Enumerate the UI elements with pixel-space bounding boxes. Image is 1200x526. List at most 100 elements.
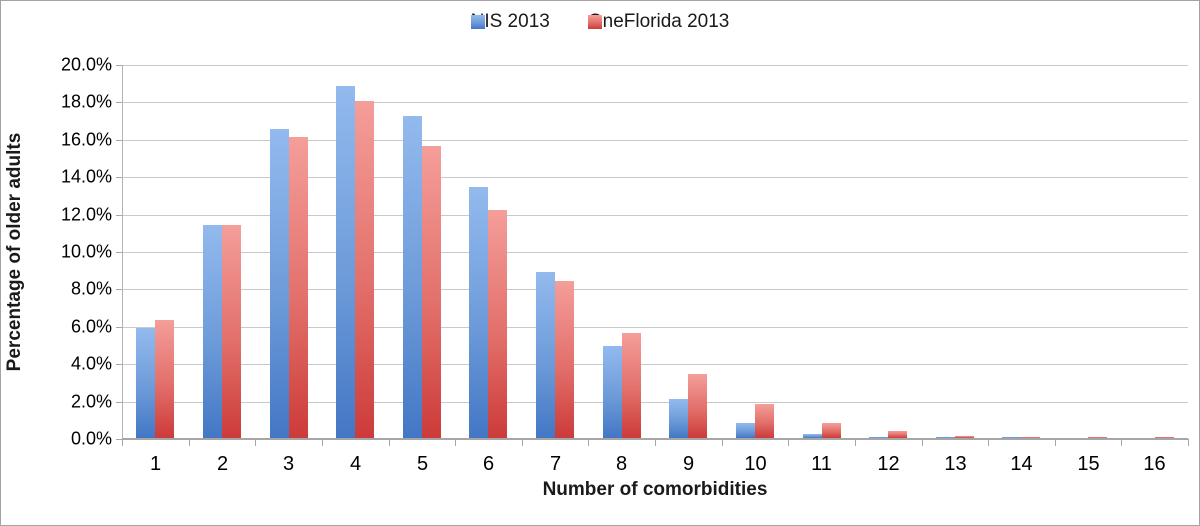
- x-tick-4: [389, 439, 390, 446]
- x-tick-15: [1121, 439, 1122, 446]
- x-axis-title: Number of comorbidities: [542, 479, 768, 500]
- x-tick-label-7: 7: [549, 453, 562, 475]
- bar-nis-2013-cat-2: [203, 225, 222, 438]
- x-tick-label-12: 12: [877, 453, 900, 475]
- x-tick-5: [455, 439, 456, 446]
- bar-oneflorida-2013-cat-10: [755, 404, 774, 438]
- bar-oneflorida-2013-cat-7: [555, 281, 574, 438]
- x-tick-label-6: 6: [482, 453, 495, 475]
- x-tick-10: [788, 439, 789, 446]
- gridline-2pct: [122, 402, 1188, 403]
- y-tick-10.0%: [116, 252, 122, 253]
- y-tick-label-8.0%: 8.0%: [70, 278, 112, 299]
- bar-oneflorida-2013-cat-3: [289, 137, 308, 438]
- y-tick-18.0%: [116, 102, 122, 103]
- y-tick-label-4.0%: 4.0%: [70, 353, 112, 374]
- y-tick-2.0%: [116, 402, 122, 403]
- y-tick-4.0%: [116, 364, 122, 365]
- x-tick-12: [922, 439, 923, 446]
- bar-nis-2013-cat-8: [603, 346, 622, 438]
- x-tick-label-9: 9: [682, 453, 695, 475]
- legend: NIS 2013 OneFlorida 2013: [1, 11, 1199, 33]
- x-tick-label-11: 11: [811, 453, 832, 475]
- y-tick-label-16.0%: 16.0%: [60, 129, 112, 150]
- gridline-4pct: [122, 364, 1188, 365]
- bar-oneflorida-2013-cat-5: [422, 146, 441, 438]
- y-tick-label-6.0%: 6.0%: [70, 316, 112, 337]
- x-tick-label-16: 16: [1143, 453, 1166, 475]
- y-tick-8.0%: [116, 289, 122, 290]
- x-tick-label-4: 4: [349, 453, 362, 475]
- x-tick-label-8: 8: [615, 453, 628, 475]
- bar-nis-2013-cat-4: [336, 86, 355, 438]
- bar-nis-2013-cat-3: [270, 129, 289, 438]
- x-tick-label-1: 1: [149, 453, 162, 475]
- y-axis-title: Percentage of older adults: [4, 132, 25, 372]
- gridline-16pct: [122, 140, 1188, 141]
- gridline-18pct: [122, 102, 1188, 103]
- bar-oneflorida-2013-cat-11: [822, 423, 841, 438]
- y-tick-16.0%: [116, 140, 122, 141]
- y-tick-label-14.0%: 14.0%: [60, 166, 112, 187]
- x-tick-16: [1188, 439, 1189, 446]
- x-tick-14: [1055, 439, 1056, 446]
- gridline-10pct: [122, 252, 1188, 253]
- x-tick-3: [322, 439, 323, 446]
- x-tick-11: [855, 439, 856, 446]
- x-tick-2: [255, 439, 256, 446]
- bar-oneflorida-2013-cat-12: [888, 431, 907, 438]
- bar-nis-2013-cat-13: [936, 437, 955, 438]
- bar-nis-2013-cat-6: [469, 187, 488, 438]
- x-tick-0: [122, 439, 123, 446]
- bar-nis-2013-cat-14: [1002, 437, 1021, 438]
- bar-nis-2013-cat-11: [803, 434, 822, 438]
- gridline-20pct: [122, 65, 1188, 66]
- x-tick-6: [522, 439, 523, 446]
- bar-nis-2013-cat-1: [136, 328, 155, 438]
- bar-nis-2013-cat-5: [403, 116, 422, 438]
- gridline-12pct: [122, 215, 1188, 216]
- y-tick-label-2.0%: 2.0%: [70, 391, 112, 412]
- x-tick-label-14: 14: [1010, 453, 1033, 475]
- legend-swatch-blue: [470, 15, 485, 29]
- y-tick-label-12.0%: 12.0%: [60, 204, 112, 225]
- x-tick-9: [722, 439, 723, 446]
- y-tick-6.0%: [116, 327, 122, 328]
- legend-swatch-red: [587, 15, 602, 29]
- y-tick-label-0.0%: 0.0%: [70, 428, 112, 449]
- x-tick-label-2: 2: [216, 453, 229, 475]
- y-tick-label-18.0%: 18.0%: [60, 91, 112, 112]
- y-axis-line: [122, 65, 123, 439]
- bar-oneflorida-2013-cat-4: [355, 101, 374, 438]
- y-tick-12.0%: [116, 215, 122, 216]
- x-tick-8: [655, 439, 656, 446]
- x-tick-label-13: 13: [944, 453, 967, 475]
- x-tick-label-10: 10: [744, 453, 767, 475]
- bar-oneflorida-2013-cat-16: [1155, 437, 1174, 438]
- bar-nis-2013-cat-9: [669, 399, 688, 438]
- y-tick-label-20.0%: 20.0%: [60, 54, 112, 75]
- bar-oneflorida-2013-cat-14: [1021, 437, 1040, 438]
- x-tick-13: [988, 439, 989, 446]
- legend-label-nis-2013: NIS 2013: [470, 11, 550, 32]
- bar-nis-2013-cat-7: [536, 272, 555, 438]
- bar-nis-2013-cat-10: [736, 423, 755, 438]
- x-tick-7: [588, 439, 589, 446]
- bar-oneflorida-2013-cat-6: [488, 210, 507, 438]
- x-tick-1: [189, 439, 190, 446]
- bar-oneflorida-2013-cat-13: [955, 436, 974, 438]
- bar-oneflorida-2013-cat-15: [1088, 437, 1107, 438]
- bar-oneflorida-2013-cat-1: [155, 320, 174, 438]
- legend-item-nis-2013: NIS 2013: [470, 11, 550, 33]
- gridline-8pct: [122, 289, 1188, 290]
- y-tick-20.0%: [116, 65, 122, 66]
- gridline-14pct: [122, 177, 1188, 178]
- legend-item-oneflorida-2013: OneFlorida 2013: [587, 11, 730, 33]
- x-tick-label-15: 15: [1077, 453, 1100, 475]
- bar-nis-2013-cat-12: [869, 437, 888, 438]
- y-tick-0.0%: [116, 439, 122, 440]
- bar-oneflorida-2013-cat-2: [222, 225, 241, 438]
- legend-label-oneflorida-2013: OneFlorida 2013: [587, 11, 730, 32]
- y-tick-14.0%: [116, 177, 122, 178]
